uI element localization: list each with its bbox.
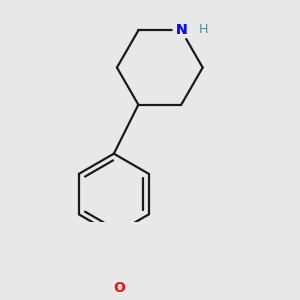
Text: N: N [176,23,187,38]
Text: H: H [199,23,208,36]
Text: N: N [176,23,187,38]
Text: O: O [113,281,125,296]
